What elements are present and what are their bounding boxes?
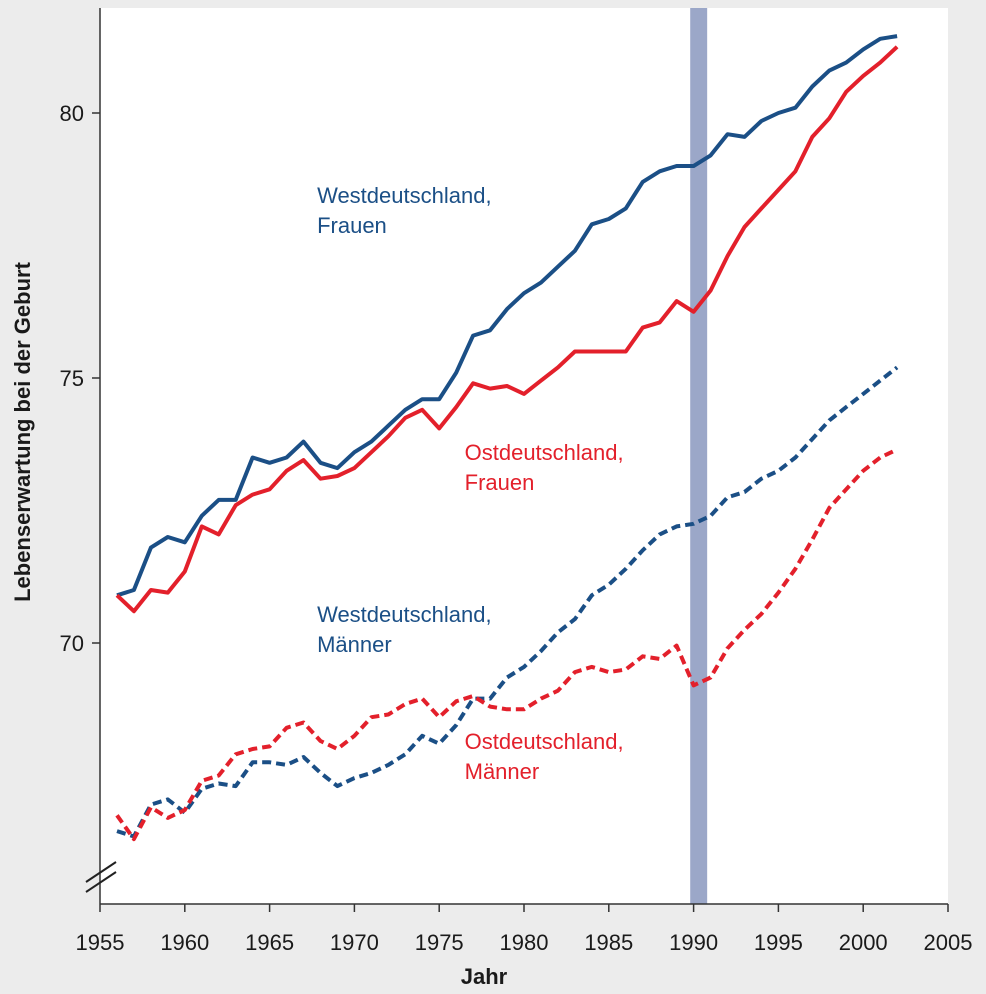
series-line-west-frauen (116, 34, 898, 598)
x-tick-label: 1975 (415, 930, 464, 955)
series-label-line: Frauen (465, 470, 535, 495)
x-ticks: 1955 1960 1965 1970 1975 1980 1985 1990 1995 2000… (76, 904, 973, 955)
x-tick-label: 1960 (160, 930, 209, 955)
series-line-ost-maenner (115, 447, 898, 842)
series-layer (115, 34, 899, 842)
x-tick-label: 1995 (754, 930, 803, 955)
annotations-layer: Westdeutschland, Frauen Ostdeutschland, Fra… (317, 183, 624, 784)
plot-area (100, 8, 948, 904)
x-tick-label: 1985 (584, 930, 633, 955)
x-tick-label: 1965 (245, 930, 294, 955)
x-tick-label: 1980 (500, 930, 549, 955)
highlight-band (690, 8, 708, 904)
series-label-line: Männer (317, 632, 392, 657)
series-label-line: Ostdeutschland, (465, 440, 624, 465)
series-label-line: Westdeutschland, (317, 183, 491, 208)
series-label-wf: Westdeutschland, Frauen (317, 183, 491, 238)
series-label-of: Ostdeutschland, Frauen (465, 440, 624, 495)
series-label-line: Westdeutschland, (317, 602, 491, 627)
x-tick-label: 1970 (330, 930, 379, 955)
x-axis-title: Jahr (461, 964, 508, 989)
series-label-line: Männer (465, 759, 540, 784)
x-tick-label: 1955 (76, 930, 125, 955)
y-axis-title: Lebenserwartung bei der Geburt (10, 261, 35, 602)
x-tick-label: 2000 (839, 930, 888, 955)
series-label-line: Frauen (317, 213, 387, 238)
series-label-wm: Westdeutschland, Männer (317, 602, 491, 657)
series-label-om: Ostdeutschland, Männer (465, 729, 624, 784)
y-tick-label: 70 (60, 631, 84, 656)
x-tick-label: 2005 (924, 930, 973, 955)
x-tick-label: 1990 (669, 930, 718, 955)
y-axis-break (85, 861, 117, 893)
y-tick-label: 80 (60, 101, 84, 126)
series-label-line: Ostdeutschland, (465, 729, 624, 754)
series-line-ost-frauen (115, 45, 899, 614)
y-tick-label: 75 (60, 366, 84, 391)
y-ticks: 70 75 80 (60, 101, 100, 656)
series-line-west-maenner (116, 365, 899, 839)
